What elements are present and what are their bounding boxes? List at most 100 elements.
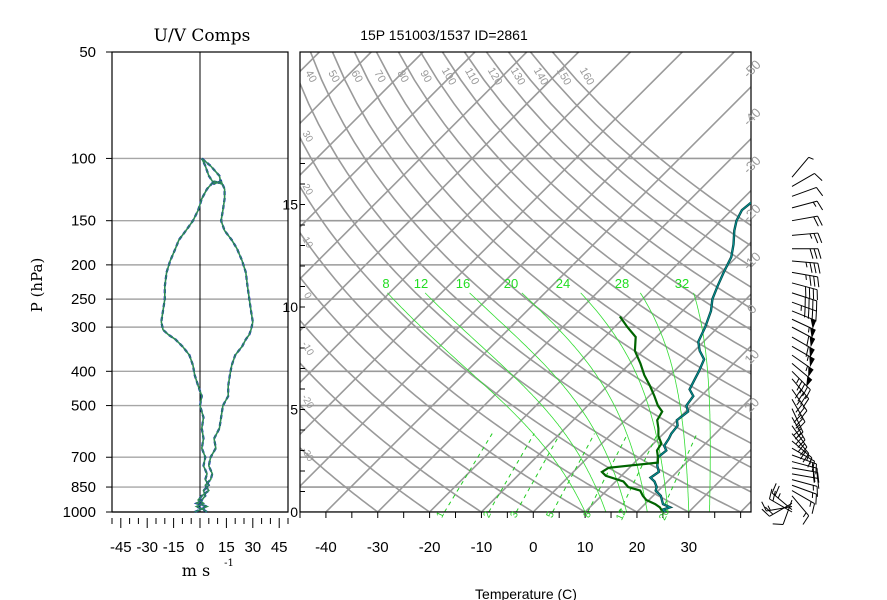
wind-barb-staff xyxy=(791,318,816,331)
wind-barb xyxy=(791,399,806,430)
isotherm xyxy=(300,52,735,488)
wind-barb-flag xyxy=(797,443,806,453)
wind-barb-flag xyxy=(774,485,780,496)
moist-adiabat-label: 28 xyxy=(615,276,629,291)
wind-barb-flag xyxy=(802,515,810,525)
isotherm xyxy=(584,344,751,512)
uv-wind-ticklabel: 45 xyxy=(271,539,288,556)
wind-barb-flag xyxy=(807,308,810,319)
wind-units-superscript: -1 xyxy=(224,558,234,569)
dry-adiabat xyxy=(300,275,586,512)
isotherm xyxy=(480,241,751,512)
wind-barb-halfflag xyxy=(806,355,809,362)
wind-barb-flag xyxy=(793,414,802,423)
wind-barb-flag xyxy=(813,233,819,244)
temperature-ticklabel: -40 xyxy=(315,539,337,556)
temperature-ticklabel: -10 xyxy=(471,539,493,556)
dry-adiabat-label: 40 xyxy=(302,68,319,85)
uv-pressure-ticklabel: 400 xyxy=(71,363,96,380)
uv-pressure-ticklabel: 250 xyxy=(71,291,96,308)
left-edge-label: -10 xyxy=(299,340,316,358)
left-edge-label: 10 xyxy=(300,235,315,251)
wind-barb-flag xyxy=(802,386,808,397)
dry-adiabat xyxy=(300,361,482,512)
moist-adiabat xyxy=(693,292,711,512)
left-edge-label: -20 xyxy=(299,393,316,411)
uv-pressure-ticklabel: 150 xyxy=(71,213,96,230)
wind-barb-flag xyxy=(797,421,806,430)
wind-barb-flag xyxy=(811,503,816,514)
wind-barb-flag xyxy=(807,457,813,468)
dry-adiabat-label: 80 xyxy=(394,68,411,85)
wind-barb-flag xyxy=(797,392,804,402)
moist-adiabat xyxy=(639,292,690,512)
wind-barb xyxy=(791,363,813,388)
wind-barb-flag xyxy=(799,395,807,405)
moist-adiabat-label: 32 xyxy=(675,276,689,291)
wind-barb-staff xyxy=(791,399,806,423)
wind-barb xyxy=(791,186,824,197)
wind-barb xyxy=(791,479,818,497)
wind-barb-flag xyxy=(795,436,804,445)
uv-wind-ticklabel: -30 xyxy=(136,539,158,556)
moist-adiabat-label: 8 xyxy=(382,276,389,291)
wind-barb xyxy=(761,502,793,517)
wind-barb-halfflag xyxy=(805,262,808,268)
isotherm xyxy=(325,85,751,512)
isotherm xyxy=(429,189,751,512)
wind-barb xyxy=(791,345,815,368)
isotherm xyxy=(300,52,683,436)
wind-barb-pennant xyxy=(810,318,817,330)
dry-adiabat xyxy=(300,185,690,512)
isotherm xyxy=(300,52,372,125)
dry-adiabat-label: 90 xyxy=(417,68,434,85)
wind-barb-flag xyxy=(813,216,819,227)
wind-barb-staff xyxy=(791,490,815,505)
skewt-plot-area xyxy=(300,52,751,512)
wind-barb-flag xyxy=(799,383,806,394)
wind-barb xyxy=(791,282,818,301)
wind-barb-staff xyxy=(791,363,813,381)
wind-barb xyxy=(791,326,816,348)
temperature-axis-label: Temperature (C) xyxy=(475,586,577,600)
moist-adiabat-label: 24 xyxy=(556,276,570,291)
wind-barb-staff xyxy=(782,499,793,525)
wind-barb-flag xyxy=(806,335,810,347)
wind-barb-staff xyxy=(791,292,817,302)
wind-barb xyxy=(791,378,810,408)
uv-series-v-line xyxy=(194,158,254,513)
wind-barb-staff xyxy=(791,172,815,187)
uv-pressure-ticklabel: 300 xyxy=(71,319,96,336)
wind-barb-staff xyxy=(791,389,808,411)
wind-barb-flag xyxy=(817,478,820,489)
wind-barb-pennant xyxy=(809,347,815,358)
wind-barb-halfflag xyxy=(796,378,800,384)
temperature-ticklabel: -30 xyxy=(367,539,389,556)
wind-barb-pennant xyxy=(808,366,814,378)
wind-barb-pennant xyxy=(809,356,815,368)
wind-barb-flag xyxy=(817,215,823,226)
height-ticklabel: 0 xyxy=(290,504,298,520)
wind-barb-staff xyxy=(791,345,815,360)
isotherm-label: -10 xyxy=(740,249,764,273)
isotherm-label: 10 xyxy=(741,346,762,367)
uv-panel-title: U/V Comps xyxy=(154,26,251,46)
left-edge-label: 30 xyxy=(300,129,315,145)
wind-barb-flag xyxy=(811,309,814,321)
wind-barb-staff xyxy=(791,495,810,517)
dry-adiabat xyxy=(397,52,751,375)
left-edge-label: 20 xyxy=(300,182,315,198)
wind-barb-flag xyxy=(797,439,806,448)
wind-barb-flag xyxy=(796,380,803,391)
uv-series-u-line xyxy=(160,157,223,513)
wind-barb-staff xyxy=(791,232,818,236)
uv-pressure-ticklabel: 50 xyxy=(79,44,96,61)
uv-pressure-ticklabel: 200 xyxy=(71,257,96,274)
wind-barb-halfflag xyxy=(812,201,817,207)
wind-barb-pennant xyxy=(810,327,816,339)
dry-adiabat xyxy=(419,52,751,353)
wind-barb-flag xyxy=(800,410,808,420)
temperature-ticklabel: -20 xyxy=(419,539,441,556)
wind-barb xyxy=(791,292,818,312)
